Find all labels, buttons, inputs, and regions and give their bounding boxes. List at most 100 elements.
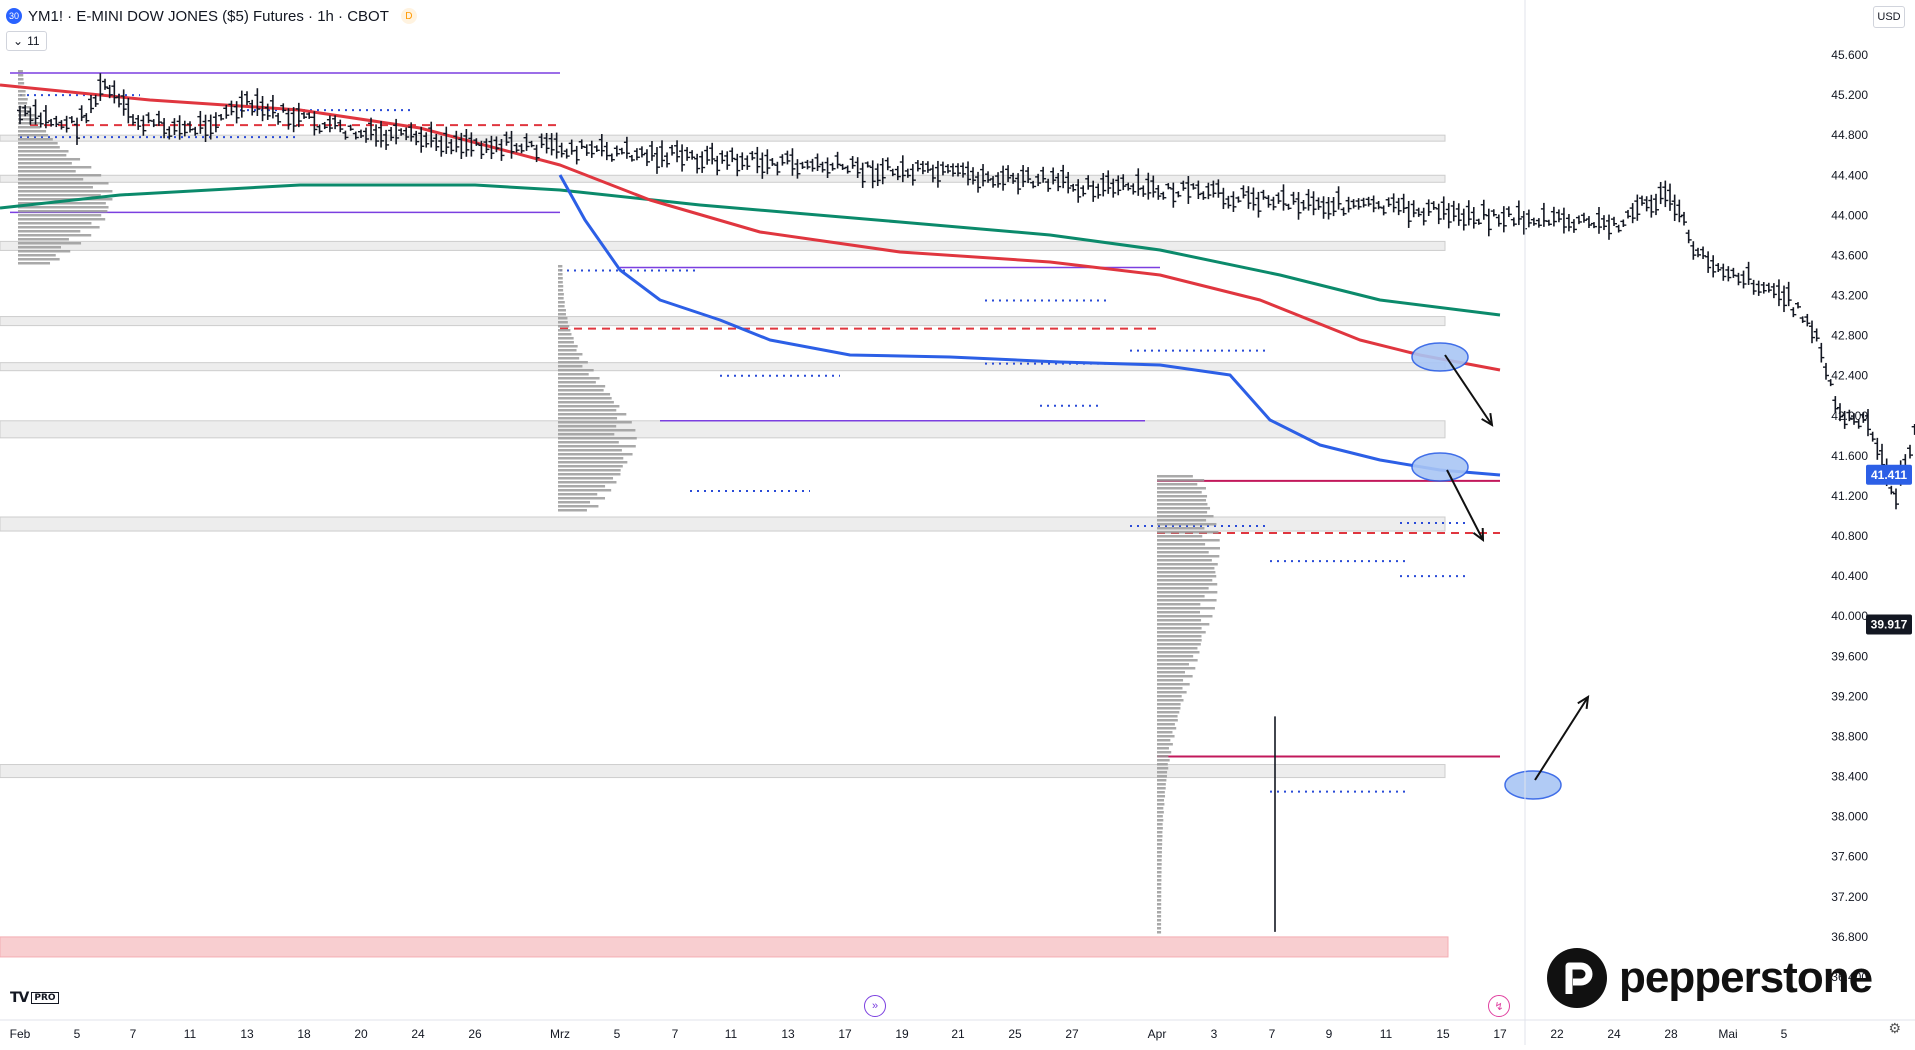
- price-bar: [1860, 412, 1867, 423]
- price-bar: [1823, 362, 1829, 380]
- profile-bar: [1157, 895, 1162, 898]
- price-bar: [413, 130, 420, 146]
- blue-ema-label-text: 41.411: [1871, 468, 1907, 482]
- price-bar: [1735, 272, 1742, 286]
- price-bar: [769, 158, 776, 166]
- price-bar: [63, 115, 70, 133]
- price-bar: [1140, 185, 1147, 197]
- profile-bar: [1157, 695, 1182, 698]
- profile-bar: [1157, 675, 1193, 678]
- volume-profile-feb: [18, 70, 113, 265]
- profile-bar: [1157, 923, 1162, 926]
- profile-bar: [1157, 575, 1217, 578]
- price-bar: [824, 157, 831, 178]
- price-bar: [1495, 214, 1502, 227]
- profile-bar: [558, 273, 563, 276]
- currency-selector[interactable]: USD: [1873, 6, 1905, 28]
- delayed-data-icon[interactable]: D: [400, 8, 417, 24]
- volume-profile-apr: [1157, 475, 1220, 934]
- price-bar: [789, 148, 796, 176]
- price-bar: [1550, 206, 1557, 227]
- price-tick-label: 37.200: [1831, 890, 1868, 904]
- price-bar: [1846, 409, 1853, 422]
- price-bar: [1625, 209, 1631, 219]
- profile-bar: [18, 70, 23, 73]
- price-bar: [1600, 215, 1607, 231]
- profile-bar: [558, 305, 565, 308]
- profile-bar: [18, 194, 101, 197]
- price-bar: [83, 113, 90, 124]
- price-bar: [337, 119, 344, 133]
- price-bar: [1555, 209, 1562, 223]
- profile-bar: [18, 210, 108, 213]
- alert-bolt-icon[interactable]: ↯: [1488, 995, 1510, 1017]
- profile-bar: [558, 277, 563, 280]
- price-bar: [176, 115, 183, 140]
- price-bar: [1720, 263, 1727, 281]
- price-bar: [1671, 194, 1678, 222]
- profile-bar: [1157, 867, 1162, 870]
- price-bar: [1480, 199, 1487, 220]
- profile-bar: [1157, 551, 1209, 554]
- price-bar: [960, 162, 967, 178]
- price-bar: [608, 153, 615, 162]
- price-bar: [874, 163, 881, 187]
- price-bar: [468, 132, 475, 157]
- price-bar: [1837, 403, 1843, 422]
- profile-bar: [18, 74, 24, 77]
- symbol-badge-icon[interactable]: 30: [6, 8, 22, 24]
- price-bar: [1643, 196, 1650, 212]
- price-tick-label: 38.000: [1831, 810, 1868, 824]
- price-bar: [498, 139, 505, 161]
- profile-bar: [1157, 851, 1162, 854]
- price-bar: [92, 94, 99, 107]
- price-bar: [914, 160, 921, 172]
- profile-bar: [558, 489, 612, 492]
- price-bar: [859, 162, 866, 188]
- indicators-toggle[interactable]: ⌄ 11: [6, 31, 47, 51]
- price-bar: [428, 121, 435, 148]
- price-bar: [623, 136, 630, 159]
- profile-bar: [1157, 595, 1205, 598]
- profile-bar: [1157, 699, 1184, 702]
- profile-bar: [18, 134, 49, 137]
- profile-bar: [1157, 703, 1181, 706]
- price-bar: [1874, 437, 1881, 460]
- profile-bar: [1157, 579, 1213, 582]
- price-bar: [1705, 251, 1712, 273]
- price-bar: [949, 163, 956, 177]
- profile-bar: [1157, 915, 1162, 918]
- price-bar: [111, 80, 118, 104]
- profile-bar: [1157, 559, 1212, 562]
- profile-bar: [1157, 863, 1162, 866]
- time-tick-label: 20: [354, 1027, 368, 1041]
- profile-bar: [1157, 739, 1171, 742]
- price-bar: [628, 154, 635, 162]
- chart-title[interactable]: YM1! · E-MINI DOW JONES ($5) Futures · 1…: [28, 7, 389, 25]
- price-bar: [1020, 165, 1027, 188]
- profile-bar: [18, 130, 47, 133]
- price-bar: [120, 89, 127, 116]
- price-bar: [1235, 196, 1242, 203]
- time-tick-label: 7: [130, 1027, 137, 1041]
- arrow-head: [1481, 412, 1494, 427]
- profile-bar: [1157, 803, 1165, 806]
- price-bar: [228, 100, 235, 116]
- replay-forward-icon[interactable]: »: [864, 995, 886, 1017]
- settings-gear-icon[interactable]: ⚙: [1888, 1020, 1901, 1036]
- price-bar: [358, 129, 364, 139]
- price-bar: [1750, 279, 1757, 295]
- price-bar: [764, 149, 771, 175]
- time-tick-label: 27: [1065, 1027, 1079, 1041]
- price-bar: [1690, 241, 1697, 260]
- profile-bar: [1157, 663, 1189, 666]
- price-bar: [1525, 209, 1532, 228]
- current-price-bg: [1866, 614, 1912, 635]
- profile-bar: [1157, 831, 1163, 834]
- tradingview-logo[interactable]: TV PRO: [10, 990, 59, 1006]
- profile-bar: [558, 509, 587, 512]
- price-bar: [347, 124, 354, 131]
- ema-red-line: [0, 83, 1501, 372]
